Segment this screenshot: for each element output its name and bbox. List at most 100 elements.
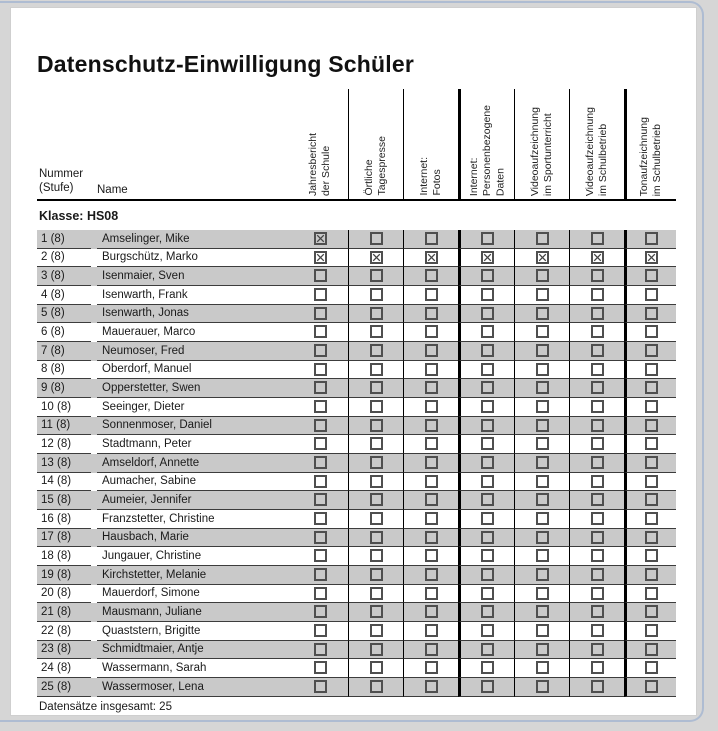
header-underline: [37, 199, 676, 201]
checkbox-empty-icon: [645, 231, 658, 245]
checkbox-empty-icon: [369, 437, 383, 451]
x-mark-icon: [538, 253, 546, 261]
consent-cell: [348, 267, 403, 287]
consent-cell: [624, 267, 676, 287]
consent-cell: [569, 304, 624, 324]
table-row: 4 (8) Isenwarth, Frank: [37, 286, 676, 305]
table-row: 20 (8) Mauerdorf, Simone: [37, 584, 676, 604]
student-name-cell: Stadtmann, Peter: [97, 435, 293, 455]
student-name-cell: Amseldorf, Annette: [97, 454, 293, 473]
checkbox-empty-icon: [590, 325, 604, 339]
consent-cell: [348, 230, 403, 249]
checkbox-empty-icon: [590, 437, 604, 451]
x-mark-icon: [427, 253, 435, 261]
consent-cell: [624, 640, 676, 660]
checkbox-empty-icon: [481, 287, 494, 301]
consent-cell: [403, 286, 458, 305]
checkbox-empty-icon: [481, 586, 494, 600]
consent-cell: [403, 248, 458, 268]
consent-cell: [293, 491, 348, 511]
consent-cell: [569, 491, 624, 511]
checkbox-empty-icon: [424, 567, 438, 581]
checkbox-empty-icon: [314, 362, 327, 376]
header-nummer-line1: Nummer: [39, 168, 84, 181]
column-header-5: Videoaufzeichnung im Sportunterricht: [514, 89, 569, 199]
consent-cell: [458, 603, 514, 623]
checkbox-empty-icon: [314, 567, 327, 581]
consent-cell: [348, 454, 403, 473]
checkbox-empty-icon: [424, 381, 438, 395]
consent-cell: [624, 416, 676, 436]
checkbox-empty-icon: [369, 511, 383, 525]
checkbox-empty-icon: [590, 661, 604, 675]
consent-cell: [403, 528, 458, 548]
consent-cell: [403, 230, 458, 249]
checkbox-empty-icon: [314, 511, 327, 525]
consent-cell: [458, 267, 514, 287]
consent-cell: [514, 379, 569, 399]
checkbox-empty-icon: [369, 642, 383, 656]
consent-cell: [624, 547, 676, 567]
consent-cell: [348, 640, 403, 660]
consent-cell: [293, 323, 348, 343]
consent-cell: [514, 398, 569, 417]
checkbox-empty-icon: [645, 325, 658, 339]
checkbox-empty-icon: [535, 567, 549, 581]
checkbox-empty-icon: [535, 605, 549, 619]
table-row: 6 (8) Mauerauer, Marco: [37, 323, 676, 343]
student-name-cell: Mausmann, Juliane: [97, 603, 293, 623]
consent-cell: [514, 678, 569, 697]
checkbox-empty-icon: [535, 586, 549, 600]
row-number-cell: 14 (8): [37, 473, 91, 492]
student-name-cell: Wassermoser, Lena: [97, 678, 293, 697]
consent-cell: [458, 248, 514, 268]
consent-cell: [624, 491, 676, 511]
checkbox-empty-icon: [369, 306, 383, 320]
consent-cell: [624, 603, 676, 623]
consent-cell: [569, 603, 624, 623]
consent-cell: [348, 286, 403, 305]
student-name-cell: Seeinger, Dieter: [97, 398, 293, 417]
checkbox-empty-icon: [424, 399, 438, 413]
column-header-1: Jahresbericht der Schule: [293, 89, 348, 199]
consent-cell: [293, 417, 348, 436]
consent-cell: [458, 416, 514, 436]
checkbox-empty-icon: [535, 418, 549, 432]
row-number-cell: 5 (8): [37, 305, 91, 324]
column-header-text: Videoaufzeichnung im Schulbetrieb: [583, 106, 609, 196]
checkbox-empty-icon: [369, 269, 383, 283]
header-name-label: Name: [97, 184, 128, 196]
checkbox-checked-icon: [481, 250, 494, 264]
checkbox-empty-icon: [645, 661, 658, 675]
checkbox-empty-icon: [535, 287, 549, 301]
checkbox-empty-icon: [424, 343, 438, 357]
checkbox-empty-icon: [481, 549, 494, 563]
checkbox-empty-icon: [535, 549, 549, 563]
consent-cell: [458, 304, 514, 324]
checkbox-empty-icon: [645, 511, 658, 525]
consent-cell: [348, 659, 403, 679]
consent-cell: [514, 603, 569, 623]
student-name-cell: Franzstetter, Christine: [97, 510, 293, 529]
checkbox-empty-icon: [590, 231, 604, 245]
student-name-cell: Amselinger, Mike: [97, 230, 293, 249]
checkbox-empty-icon: [424, 511, 438, 525]
checkbox-checked-icon: [314, 231, 327, 245]
consent-cell: [458, 528, 514, 548]
consent-cell: [403, 267, 458, 287]
checkbox-empty-icon: [481, 511, 494, 525]
consent-cell: [569, 659, 624, 679]
table-row: 13 (8) Amseldorf, Annette: [37, 454, 676, 473]
consent-cell: [458, 547, 514, 567]
checkbox-empty-icon: [481, 623, 494, 637]
checkbox-empty-icon: [369, 530, 383, 544]
consent-cell: [348, 491, 403, 511]
row-number-cell: 9 (8): [37, 379, 91, 399]
consent-cell: [458, 622, 514, 641]
consent-cell: [458, 510, 514, 529]
checkbox-empty-icon: [369, 343, 383, 357]
consent-cell: [348, 566, 403, 585]
student-name-cell: Isenwarth, Frank: [97, 286, 293, 305]
checkbox-empty-icon: [424, 661, 438, 675]
consent-cell: [403, 304, 458, 324]
